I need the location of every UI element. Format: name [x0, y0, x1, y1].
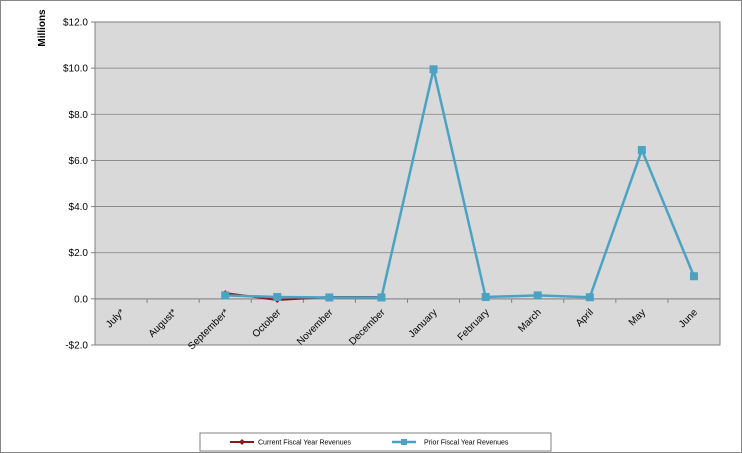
- y-axis-label: Millions: [37, 9, 48, 47]
- data-point: [325, 293, 334, 302]
- legend-label: Current Fiscal Year Revenues: [258, 440, 351, 447]
- data-point: [429, 65, 438, 74]
- y-tick-label: $10.0: [63, 64, 88, 75]
- y-tick-label: $8.0: [69, 110, 89, 121]
- data-point: [481, 293, 490, 302]
- y-tick-label: -$2.0: [65, 341, 88, 352]
- data-point: [221, 291, 230, 300]
- legend: Current Fiscal Year Revenues Prior Fiscal…: [199, 432, 552, 452]
- y-tick-labels: -$2.0 0.0 $2.0 $4.0 $6.0 $8.0 $10.0 $12.0: [63, 18, 88, 352]
- data-point: [585, 293, 594, 302]
- data-point: [377, 293, 386, 302]
- data-point: [637, 146, 646, 155]
- legend-box: [199, 432, 552, 452]
- legend-marker: [239, 439, 245, 445]
- legend-item: Prior Fiscal Year Revenues: [392, 439, 509, 447]
- series-lines: [221, 65, 698, 304]
- series-prior: [221, 65, 698, 302]
- y-tick-label: $2.0: [69, 248, 89, 259]
- data-point: [689, 272, 698, 281]
- series-line: [225, 69, 696, 299]
- data-point: [533, 291, 542, 300]
- axes: [91, 21, 721, 346]
- y-tick-label: $6.0: [69, 156, 89, 167]
- y-tick-label: 0.0: [74, 294, 88, 305]
- legend-label: Prior Fiscal Year Revenues: [424, 440, 509, 447]
- data-point: [273, 293, 282, 302]
- y-tick-label: $4.0: [69, 202, 89, 213]
- y-tick-label: $12.0: [63, 18, 88, 29]
- legend-item: Current Fiscal Year Revenues: [230, 439, 351, 447]
- legend-marker: [401, 439, 407, 445]
